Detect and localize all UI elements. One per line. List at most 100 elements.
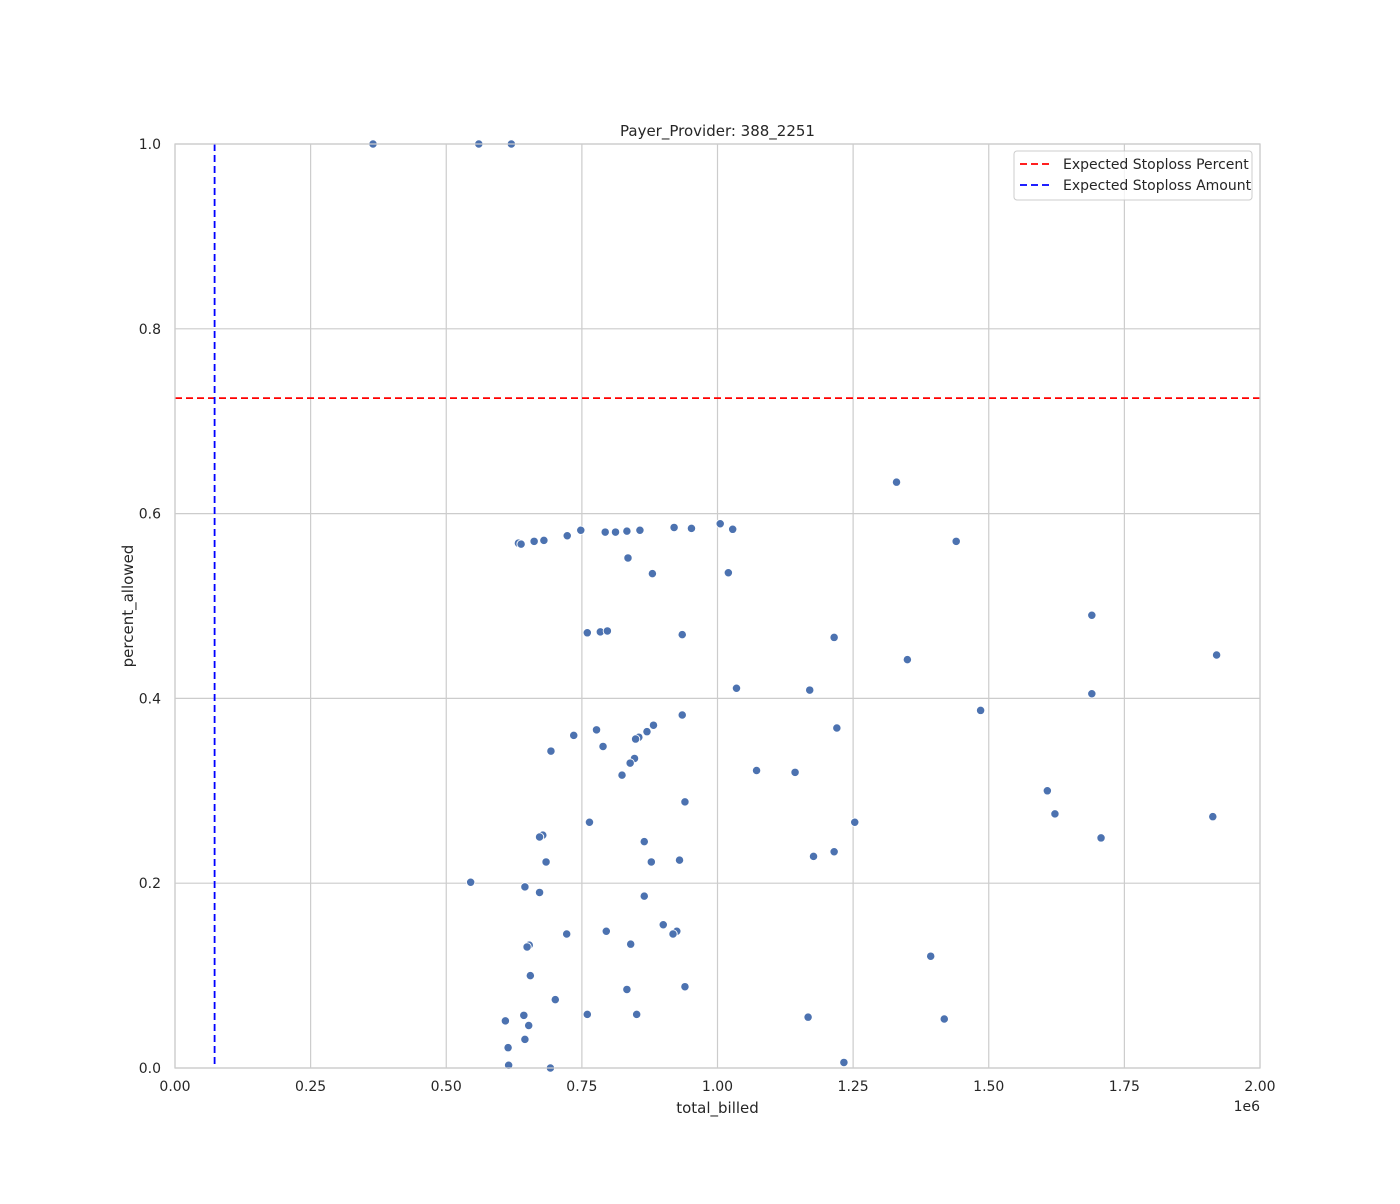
data-point-50 bbox=[680, 797, 690, 807]
data-point-35 bbox=[648, 720, 659, 730]
data-point-62 bbox=[646, 857, 656, 867]
x-tick-label-4: 1.00 bbox=[702, 1079, 733, 1095]
data-point-87 bbox=[524, 1020, 534, 1031]
data-point-29 bbox=[1211, 650, 1222, 660]
data-point-89 bbox=[503, 1043, 513, 1053]
data-point-42 bbox=[598, 741, 608, 752]
data-point-9 bbox=[576, 525, 586, 535]
x-tick-label-8: 2.00 bbox=[1244, 1079, 1275, 1095]
data-point-45 bbox=[625, 758, 635, 768]
data-point-15 bbox=[686, 523, 697, 534]
data-point-31 bbox=[805, 685, 815, 695]
data-point-90 bbox=[839, 1057, 849, 1068]
x-tick-label-7: 1.75 bbox=[1109, 1079, 1140, 1095]
data-point-5 bbox=[516, 539, 526, 549]
data-point-71 bbox=[668, 929, 678, 939]
data-point-34 bbox=[677, 710, 687, 720]
data-point-75 bbox=[522, 942, 532, 952]
data-point-83 bbox=[519, 1010, 529, 1020]
x-tick-labels: 0.00 0.25 0.50 0.75 1.00 1.25 1.50 1.75 2.00 bbox=[159, 1079, 1275, 1095]
data-point-17 bbox=[728, 524, 738, 534]
data-point-63 bbox=[541, 857, 551, 867]
y-tick-label-4: 0.8 bbox=[139, 322, 161, 338]
data-point-10 bbox=[600, 527, 610, 537]
data-point-13 bbox=[635, 525, 645, 535]
data-point-64 bbox=[466, 877, 476, 887]
data-point-32 bbox=[1087, 689, 1097, 699]
data-point-28 bbox=[902, 654, 913, 665]
data-point-20 bbox=[647, 569, 658, 579]
data-point-52 bbox=[1208, 812, 1218, 822]
data-point-80 bbox=[550, 994, 560, 1005]
y-tick-labels: 0.0 0.2 0.4 0.6 0.8 1.0 bbox=[139, 137, 161, 1077]
data-point-46 bbox=[751, 765, 762, 776]
data-point-85 bbox=[939, 1014, 949, 1024]
chart-title: Payer_Provider: 388_2251 bbox=[620, 122, 815, 141]
data-point-12 bbox=[622, 526, 632, 536]
data-point-16 bbox=[715, 519, 725, 529]
data-point-3 bbox=[891, 477, 902, 487]
y-tick-label-0: 0.0 bbox=[139, 1061, 161, 1077]
data-point-53 bbox=[584, 817, 595, 827]
data-point-66 bbox=[534, 887, 545, 898]
data-point-70 bbox=[601, 926, 611, 936]
grid-layer bbox=[174, 143, 1261, 1069]
data-point-58 bbox=[639, 836, 649, 847]
data-point-26 bbox=[829, 632, 839, 643]
data-point-19 bbox=[623, 553, 633, 563]
legend-box bbox=[1013, 150, 1253, 201]
data-point-91 bbox=[503, 1060, 514, 1070]
data-point-72 bbox=[562, 929, 572, 939]
data-points bbox=[368, 139, 1222, 1073]
data-point-60 bbox=[808, 851, 819, 862]
data-point-68 bbox=[658, 920, 668, 930]
legend: Expected Stoploss Percent Expected Stopl… bbox=[1013, 150, 1253, 201]
data-point-84 bbox=[803, 1012, 813, 1022]
data-point-48 bbox=[617, 770, 627, 780]
data-point-76 bbox=[926, 951, 936, 961]
data-point-24 bbox=[602, 626, 613, 636]
x-tick-label-0: 0.00 bbox=[159, 1079, 190, 1095]
y-axis-label: percent_allowed bbox=[119, 545, 138, 668]
plot-frame bbox=[174, 143, 1261, 1069]
data-point-11 bbox=[610, 527, 621, 537]
data-point-43 bbox=[546, 746, 556, 756]
x-axis-label: total_billed bbox=[676, 1099, 759, 1118]
data-point-47 bbox=[790, 767, 800, 777]
data-point-25 bbox=[677, 629, 687, 640]
y-tick-label-2: 0.4 bbox=[139, 691, 161, 707]
data-point-51 bbox=[1050, 809, 1060, 819]
x-axis-offset-label: 1e6 bbox=[1234, 1099, 1261, 1115]
y-tick-label-1: 0.2 bbox=[139, 876, 161, 892]
data-point-82 bbox=[632, 1009, 642, 1020]
data-point-56 bbox=[534, 832, 545, 842]
data-point-7 bbox=[539, 535, 549, 546]
data-point-67 bbox=[639, 891, 649, 901]
data-point-8 bbox=[562, 531, 572, 541]
legend-label-stoploss-amount: Expected Stoploss Amount bbox=[1063, 178, 1252, 194]
data-point-61 bbox=[674, 855, 685, 865]
data-point-6 bbox=[529, 536, 539, 546]
data-point-79 bbox=[622, 984, 632, 995]
data-point-38 bbox=[642, 727, 652, 737]
data-point-22 bbox=[582, 628, 592, 638]
legend-label-stoploss-percent: Expected Stoploss Percent bbox=[1063, 157, 1249, 173]
data-point-81 bbox=[582, 1009, 592, 1020]
data-point-36 bbox=[591, 725, 602, 735]
data-point-57 bbox=[1096, 833, 1106, 843]
data-point-27 bbox=[1087, 610, 1097, 620]
data-point-33 bbox=[975, 705, 986, 716]
data-point-14 bbox=[669, 522, 679, 533]
reference-lines bbox=[175, 144, 1260, 1068]
data-point-73 bbox=[626, 939, 636, 949]
data-point-59 bbox=[829, 847, 839, 857]
data-point-54 bbox=[850, 817, 860, 827]
y-tick-label-5: 1.0 bbox=[139, 137, 161, 153]
data-point-39 bbox=[569, 730, 579, 741]
x-tick-label-5: 1.25 bbox=[838, 1079, 869, 1095]
data-point-18 bbox=[951, 536, 961, 546]
data-point-21 bbox=[723, 568, 733, 578]
data-point-78 bbox=[680, 982, 690, 992]
x-tick-label-2: 0.50 bbox=[431, 1079, 462, 1095]
